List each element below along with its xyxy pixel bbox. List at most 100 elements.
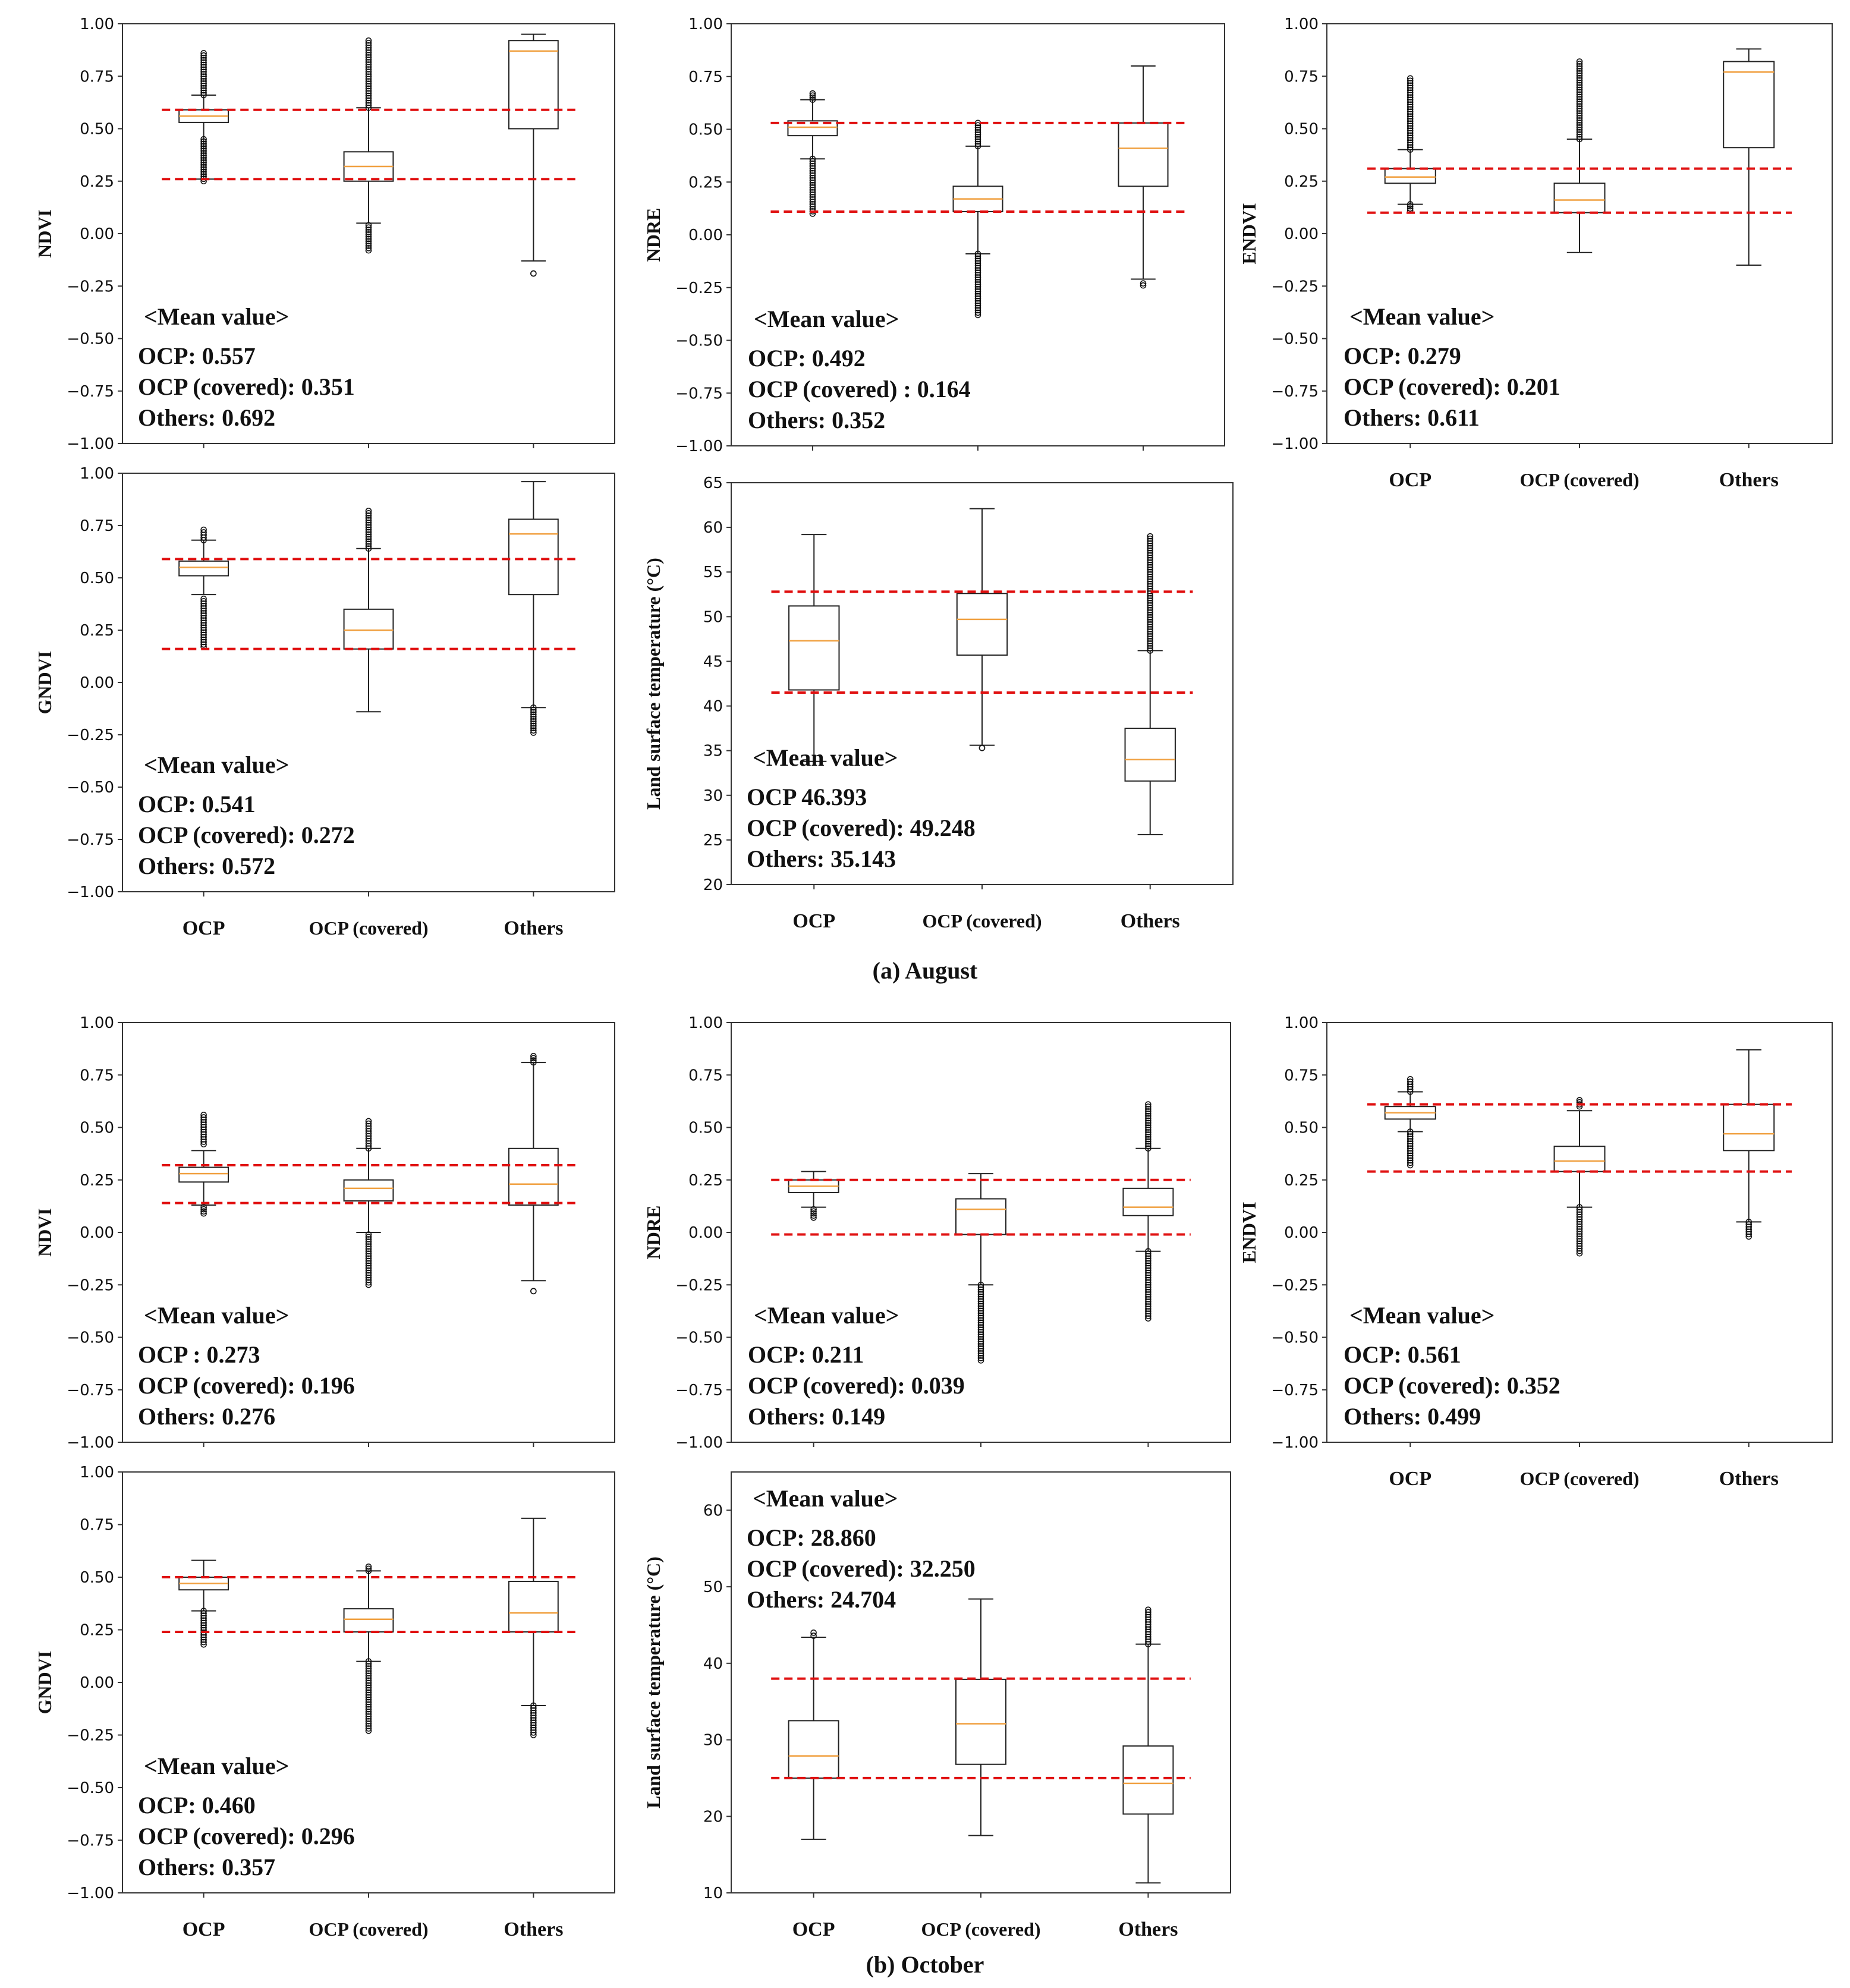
- flier-point: [1407, 1152, 1414, 1159]
- flier-point: [809, 187, 816, 193]
- iqr-box: [1723, 1103, 1775, 1152]
- y-axis-label: NDRE: [643, 1206, 664, 1260]
- flier-point: [1147, 638, 1154, 644]
- flier-point: [1145, 1638, 1151, 1645]
- flier-point: [1145, 1117, 1151, 1124]
- flier-point: [809, 96, 816, 103]
- flier-point: [1147, 619, 1154, 625]
- y-tick-label: 0.25: [80, 622, 114, 640]
- flier-point: [200, 155, 207, 161]
- flier-point: [810, 1208, 817, 1215]
- y-tick-label: 1.00: [1284, 15, 1319, 33]
- category-label: Others: [1118, 1918, 1178, 1940]
- y-tick-label: −1.00: [67, 883, 114, 901]
- flier-point: [200, 537, 207, 543]
- flier-point: [200, 166, 207, 173]
- flier-point: [1407, 1147, 1414, 1155]
- flier-point: [809, 196, 816, 203]
- y-tick-label: −0.50: [67, 1779, 114, 1797]
- flier-point: [1407, 1086, 1414, 1093]
- flier-point: [1576, 1216, 1583, 1223]
- iqr-box: [1384, 168, 1436, 184]
- flier-point: [365, 222, 372, 229]
- flier-point: [977, 1288, 984, 1295]
- box-ocp: [178, 50, 229, 185]
- y-tick-label: −1.00: [675, 1434, 723, 1452]
- flier-point: [974, 281, 981, 288]
- flier-point: [1407, 1159, 1414, 1166]
- flier-point: [974, 269, 981, 276]
- flier-point: [1576, 68, 1583, 74]
- flier-point: [1407, 87, 1414, 94]
- flier-point: [1407, 82, 1414, 89]
- flier-point: [974, 300, 981, 307]
- flier-point: [1576, 1238, 1583, 1245]
- flier-point: [200, 150, 207, 156]
- flier-point: [1147, 533, 1154, 540]
- flier-point: [365, 1269, 372, 1276]
- flier-point: [365, 52, 372, 58]
- flier-point: [1147, 554, 1154, 561]
- category-label: Others: [1719, 1468, 1779, 1490]
- flier-point: [1576, 70, 1583, 77]
- flier-point: [810, 1214, 817, 1221]
- flier-point: [200, 145, 207, 152]
- y-tick-label: −0.75: [675, 1382, 723, 1399]
- y-tick-label: 45: [703, 653, 723, 671]
- flier-point: [1576, 1242, 1583, 1250]
- flier-point: [365, 1728, 372, 1734]
- y-tick-label: 0.75: [688, 1067, 723, 1084]
- box-others: [1124, 533, 1176, 835]
- iqr-box: [956, 593, 1008, 656]
- flier-point: [1145, 1284, 1151, 1291]
- flier-point: [974, 304, 981, 312]
- y-tick-label: −0.75: [67, 1382, 114, 1399]
- flier-point: [365, 1665, 372, 1672]
- y-tick-label: 0.50: [688, 121, 723, 139]
- flier-point: [365, 85, 372, 92]
- flier-point: [1407, 101, 1414, 108]
- flier-point: [1147, 542, 1154, 549]
- flier-point: [1145, 1310, 1151, 1317]
- panels: 1.00 0.75 0.50 0.25 0.00 −0.25 −0.50 −0.75 −1.00…: [34, 15, 1833, 1940]
- flier-point: [1145, 1131, 1151, 1138]
- flier-point: [1576, 58, 1583, 65]
- flier-point: [365, 529, 372, 536]
- flier-point: [365, 521, 372, 529]
- flier-point: [810, 1210, 817, 1217]
- flier-point: [1145, 1296, 1151, 1303]
- panel-aug-endvi: 1.00 0.75 0.50 0.25 0.00 −0.25 −0.50 −0.75 −1.00…: [1238, 15, 1833, 491]
- flier-point: [809, 90, 816, 97]
- flier-point: [200, 64, 207, 71]
- y-tick-label: 0.25: [1284, 1172, 1319, 1190]
- flier-point: [365, 1718, 372, 1725]
- flier-point: [809, 94, 816, 101]
- annotation-title: <Mean value>: [144, 751, 289, 778]
- flier-point: [200, 80, 207, 87]
- flier-point: [1147, 640, 1154, 647]
- flier-point: [200, 603, 207, 609]
- flier-point: [365, 536, 372, 543]
- annotation-title: <Mean value>: [753, 1485, 898, 1512]
- flier-point: [1145, 1248, 1151, 1255]
- flier-point: [1576, 93, 1583, 100]
- flier-point: [200, 631, 207, 638]
- y-axis-label: GNDVI: [34, 651, 55, 715]
- flier-point: [1147, 578, 1154, 585]
- flier-point: [1147, 590, 1154, 597]
- flier-point: [977, 1352, 984, 1359]
- flier-point: [365, 68, 372, 75]
- box-ocp-covered: [952, 119, 1003, 319]
- flier-point: [974, 276, 981, 283]
- y-tick-label: −0.25: [1271, 1276, 1319, 1294]
- flier-point: [1407, 141, 1414, 149]
- flier-point: [1407, 1162, 1414, 1169]
- y-tick-label: 0.00: [1284, 225, 1319, 243]
- flier-point: [1147, 647, 1154, 654]
- flier-point: [365, 1274, 372, 1281]
- flier-point: [365, 1257, 372, 1264]
- flier-point: [365, 76, 372, 83]
- flier-point: [974, 133, 981, 140]
- flier-point: [1407, 146, 1414, 153]
